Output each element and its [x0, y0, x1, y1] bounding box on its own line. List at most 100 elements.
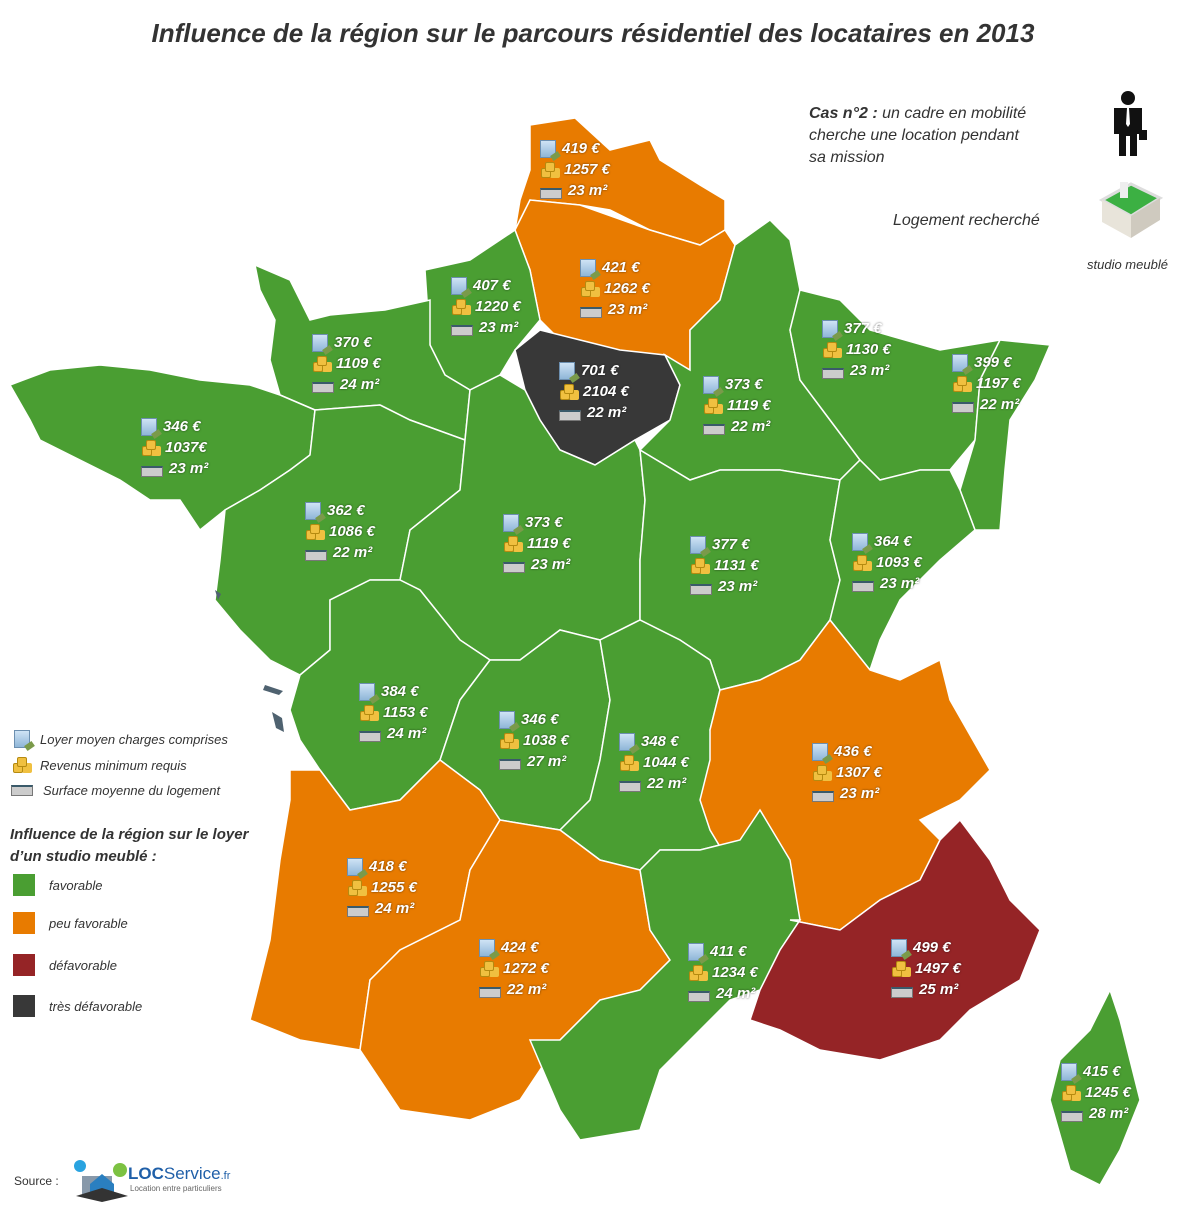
legend-level-label: défavorable: [49, 957, 117, 973]
rent-icon: [852, 532, 868, 551]
surface-row: 23 m²: [690, 576, 759, 597]
coins-icon: [141, 439, 159, 456]
income-value: 1197 €: [976, 375, 1021, 392]
island: [263, 685, 283, 695]
rent-row: 499 €: [891, 937, 961, 958]
income-value: 1234 €: [712, 964, 758, 981]
rent-row: 364 €: [852, 531, 922, 552]
color-swatch: [13, 954, 35, 976]
surface-value: 23 m²: [568, 182, 608, 199]
surface-row: 23 m²: [852, 573, 922, 594]
surface-row: 23 m²: [580, 299, 650, 320]
legend-level-favorable: favorable: [13, 874, 102, 896]
rent-row: 701 €: [559, 360, 629, 381]
rent-icon: [822, 319, 838, 338]
color-swatch: [13, 995, 35, 1017]
ruler-icon: [852, 581, 874, 592]
region-label: 407 € 1220 € 23 m²: [451, 275, 521, 338]
legend-level-tres: très défavorable: [13, 995, 142, 1017]
region-label: 411 € 1234 € 24 m²: [688, 941, 758, 1004]
ruler-icon: [688, 991, 710, 1002]
ruler-icon: [312, 382, 334, 393]
legend-title-line: d’un studio meublé :: [10, 848, 157, 865]
ruler-icon: [812, 791, 834, 802]
income-row: 1119 €: [703, 395, 771, 416]
coins-icon: [305, 523, 323, 540]
rent-row: 418 €: [347, 856, 417, 877]
rent-icon: [952, 353, 968, 372]
income-value: 1093 €: [876, 554, 922, 571]
case-description: Cas n°2 : un cadre en mobilité cherche u…: [809, 103, 1026, 169]
rent-row: 348 €: [619, 731, 689, 752]
surface-value: 22 m²: [507, 981, 547, 998]
rent-row: 424 €: [479, 937, 549, 958]
ruler-icon: [619, 781, 641, 792]
income-value: 1038 €: [523, 732, 569, 749]
region-label: 421 € 1262 € 23 m²: [580, 257, 650, 320]
income-value: 1497 €: [915, 960, 961, 977]
surface-row: 23 m²: [822, 360, 891, 381]
rent-icon: [347, 857, 363, 876]
region-label: 399 € 1197 € 22 m²: [952, 352, 1021, 415]
surface-row: 22 m²: [619, 773, 689, 794]
coins-icon: [952, 375, 970, 392]
income-row: 1272 €: [479, 958, 549, 979]
coins-icon: [852, 554, 870, 571]
income-row: 1093 €: [852, 552, 922, 573]
rent-icon: [688, 942, 704, 961]
coins-icon: [812, 764, 830, 781]
income-value: 1037€: [165, 439, 207, 456]
island: [215, 590, 221, 600]
surface-value: 23 m²: [531, 556, 571, 573]
income-value: 1220 €: [475, 298, 521, 315]
rent-row: 362 €: [305, 500, 375, 521]
region-label: 348 € 1044 € 22 m²: [619, 731, 689, 794]
ruler-icon: [11, 785, 33, 796]
income-row: 1307 €: [812, 762, 882, 783]
income-value: 1307 €: [836, 764, 882, 781]
surface-row: 23 m²: [141, 458, 208, 479]
rent-value: 418 €: [369, 858, 407, 875]
region-label: 362 € 1086 € 22 m²: [305, 500, 375, 563]
income-row: 1197 €: [952, 373, 1021, 394]
region-19: [359, 819, 671, 1121]
income-value: 1245 €: [1085, 1084, 1131, 1101]
ruler-icon: [451, 325, 473, 336]
rent-row: 377 €: [822, 318, 891, 339]
rent-value: 362 €: [327, 502, 365, 519]
surface-value: 22 m²: [333, 544, 373, 561]
rent-value: 399 €: [974, 354, 1012, 371]
income-value: 1119 €: [727, 397, 771, 414]
coins-icon: [822, 341, 840, 358]
rent-value: 421 €: [602, 259, 640, 276]
legend-level-defav: défavorable: [13, 954, 117, 976]
surface-value: 28 m²: [1089, 1105, 1129, 1122]
surface-value: 27 m²: [527, 753, 567, 770]
rent-icon: [559, 361, 575, 380]
surface-value: 22 m²: [647, 775, 687, 792]
surface-row: 22 m²: [703, 416, 771, 437]
rent-row: 421 €: [580, 257, 650, 278]
region-label: 384 € 1153 € 24 m²: [359, 681, 428, 744]
region-label: 373 € 1119 € 22 m²: [703, 374, 771, 437]
surface-row: 27 m²: [499, 751, 569, 772]
rent-value: 346 €: [521, 711, 559, 728]
surface-value: 23 m²: [880, 575, 920, 592]
case-text-line: un cadre en mobilité: [882, 105, 1027, 122]
source-label: Source :: [14, 1174, 59, 1188]
rent-icon: [503, 513, 519, 532]
legend-level-peu: peu favorable: [13, 912, 128, 934]
rent-row: 377 €: [690, 534, 759, 555]
ruler-icon: [822, 368, 844, 379]
income-row: 2104 €: [559, 381, 629, 402]
rent-icon: [499, 710, 515, 729]
island: [272, 712, 284, 732]
region-label: 373 € 1119 € 23 m²: [503, 512, 571, 575]
income-value: 1086 €: [329, 523, 375, 540]
surface-row: 22 m²: [305, 542, 375, 563]
rent-value: 419 €: [562, 140, 600, 157]
income-value: 1257 €: [564, 161, 610, 178]
rent-icon: [540, 139, 556, 158]
coins-icon: [703, 397, 721, 414]
